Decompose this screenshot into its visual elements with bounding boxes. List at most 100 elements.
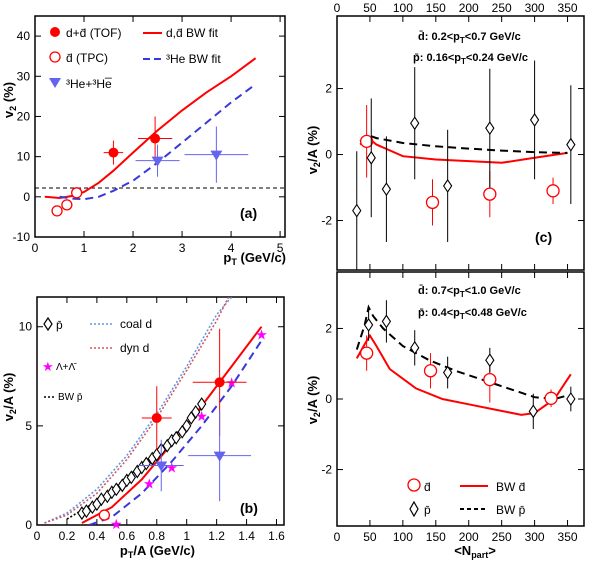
y-tick-label: 2 — [325, 82, 332, 96]
panel-d-cut-pbar: p̄: 0.4<pT<0.48 GeV/c — [418, 307, 527, 321]
curve-bw_d — [355, 333, 572, 416]
legend-pbar-marker — [43, 316, 53, 332]
x-tick-label: 5 — [277, 241, 284, 255]
x-tick-label-top: 150 — [426, 1, 446, 15]
x-tick-label: 2 — [130, 241, 137, 255]
panel-c-cut-dbar: d̄: 0.2<pT<0.7 GeV/c — [418, 31, 521, 45]
data-point — [483, 372, 497, 387]
x-tick-label-top: 200 — [459, 1, 479, 15]
y-tick-label: 0 — [325, 148, 332, 162]
panel-d: 0 50 100 150 200 250 300 350 -2 0 2 d̄: 0.7<pT<1.0… — [305, 271, 585, 560]
y-tick-label: -2 — [321, 214, 332, 228]
data-point — [214, 377, 225, 388]
y-tick-label: 2 — [325, 321, 332, 335]
y-tick-label: 5 — [25, 419, 32, 433]
x-tick-label: 1 — [183, 529, 190, 543]
panel-b-label: (b) — [240, 500, 258, 516]
x-tick-label: 0.4 — [89, 529, 106, 543]
panel-c-points — [352, 60, 576, 270]
data-point — [197, 397, 207, 412]
panel-b-ylabel: v2/A (%) — [1, 373, 18, 422]
data-point — [485, 353, 495, 368]
x-tick-label: 0 — [334, 530, 341, 544]
data-point — [546, 184, 560, 198]
data-point — [442, 365, 453, 380]
legend-d-tof-marker — [50, 27, 60, 37]
legend-bw-d-label: d,d̄ BW fit — [166, 26, 219, 40]
legend-dbar-tpc-label: d̄ (TPC) — [66, 51, 108, 65]
data-point: ★ — [255, 327, 268, 343]
y-tick-label: -2 — [321, 463, 332, 477]
curve-bw_p — [66, 407, 203, 520]
y-tick-label: 40 — [17, 29, 31, 43]
panel-c-curves — [359, 134, 568, 164]
data-point — [566, 392, 576, 406]
x-tick-label-top: 250 — [492, 1, 512, 15]
y-tick-label: 30 — [17, 69, 31, 83]
panel-d-legend: d̄ BW d̄ p̄ BW p̄ — [407, 478, 526, 518]
x-tick-label: 3 — [179, 241, 186, 255]
data-point: ★ — [143, 475, 156, 491]
x-tick-label: 4 — [228, 241, 235, 255]
legend-d-pbar-marker — [409, 500, 419, 518]
data-point — [485, 121, 495, 136]
data-point — [483, 187, 497, 201]
data-point — [528, 404, 538, 419]
panel-b-ticks: 0 0.2 0.4 0.6 0.8 1 1.2 1.4 1.6 0 5 10 — [19, 297, 285, 543]
data-point — [155, 461, 168, 472]
data-point — [442, 178, 453, 193]
panel-c: 0 50 100 150 200 250 300 350 -2 0 2 d̄: 0.2<pT<0.7… — [305, 1, 585, 271]
panel-a-ylabel: v2 (%) — [1, 82, 18, 118]
panel-c-frame — [336, 15, 585, 271]
y-tick-label: 10 — [17, 150, 31, 164]
data-point — [108, 147, 119, 158]
data-point — [98, 509, 111, 521]
panel-b-frame — [36, 296, 285, 526]
x-tick-label: 200 — [459, 530, 479, 544]
x-tick-label: 0 — [34, 529, 41, 543]
data-point — [141, 456, 151, 471]
x-tick-label: 0 — [32, 241, 39, 255]
curve-bw_d — [44, 57, 257, 200]
curve-bw_p — [355, 304, 568, 401]
data-point — [71, 187, 83, 199]
x-tick-label-top: 300 — [525, 1, 545, 15]
panel-d-ticks: 0 50 100 150 200 250 300 350 -2 0 2 — [321, 272, 584, 544]
data-point — [544, 391, 558, 405]
data-point — [359, 134, 374, 149]
data-point: ★ — [165, 460, 178, 476]
data-point — [529, 112, 540, 127]
x-tick-label: 1.4 — [238, 529, 255, 543]
data-point — [151, 412, 162, 423]
data-point — [51, 205, 63, 217]
legend-he3-label: ³He+³He̅ — [66, 77, 112, 91]
x-tick-label: 1.6 — [268, 529, 285, 543]
panel-d-points — [359, 300, 576, 429]
panel-a-points — [51, 116, 249, 217]
x-tick-label-top: 100 — [393, 1, 413, 15]
y-tick-label: 10 — [19, 320, 33, 334]
x-tick-label: 250 — [492, 530, 512, 544]
legend-he3-marker — [49, 78, 61, 88]
x-tick-label: 100 — [393, 530, 413, 544]
legend-d-dbar-label: d̄ — [424, 480, 431, 494]
panel-a-curves — [44, 57, 257, 201]
data-point — [410, 116, 420, 131]
curve-coal — [44, 297, 233, 524]
panel-b: 0 0.2 0.4 0.6 0.8 1 1.2 1.4 1.6 0 5 10 ★ ★ ★ ★ ★ ★ p̄ co… — [1, 296, 285, 560]
legend-coal-label: coal d — [120, 317, 152, 331]
x-tick-label-top: 350 — [558, 1, 578, 15]
data-point — [61, 199, 73, 211]
data-point — [359, 346, 374, 360]
data-point — [381, 182, 392, 197]
panel-a-label: (a) — [240, 205, 257, 221]
x-tick-label: 0.8 — [148, 529, 165, 543]
data-point — [381, 314, 392, 329]
data-point — [191, 404, 201, 419]
data-point — [410, 340, 420, 355]
x-tick-label-top: 50 — [363, 1, 377, 15]
x-tick-label: 150 — [426, 530, 446, 544]
data-point — [150, 133, 161, 144]
